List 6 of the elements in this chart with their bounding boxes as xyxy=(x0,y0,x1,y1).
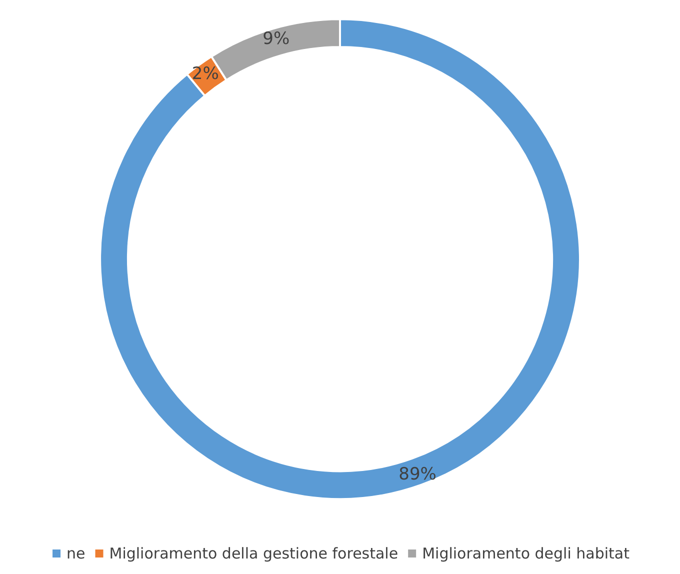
data-label: 9% xyxy=(262,29,290,50)
data-label: 89% xyxy=(398,464,436,485)
legend-label: ne xyxy=(66,544,86,562)
legend-label: Miglioramento degli habitat xyxy=(422,544,630,562)
legend-label: Miglioramento della gestione forestale xyxy=(109,544,398,562)
data-label: 2% xyxy=(192,64,219,84)
